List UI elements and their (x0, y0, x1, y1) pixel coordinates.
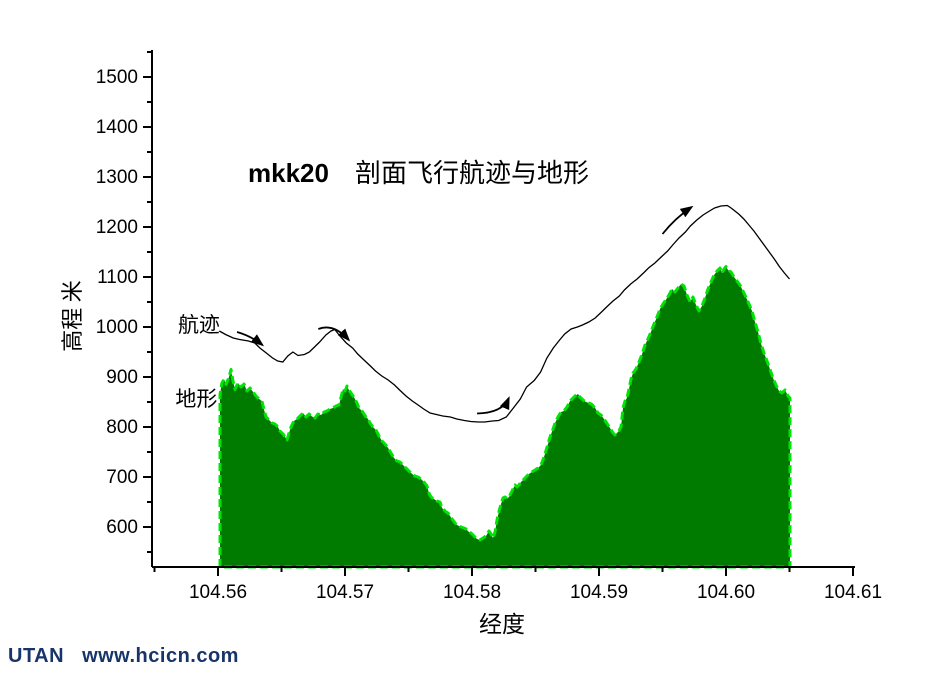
x-tick-label: 104.59 (570, 582, 628, 603)
y-tick-label: 1300 (96, 167, 138, 188)
y-tick-label: 1400 (96, 117, 138, 138)
y-tick-label: 1100 (97, 267, 138, 288)
x-tick-label: 104.57 (316, 582, 374, 603)
y-tick-label: 900 (106, 367, 138, 388)
chart-title: mkk20 剖面飞行航迹与地形 (248, 153, 589, 190)
flight-direction-arrow (661, 205, 694, 235)
terrain-area (218, 265, 792, 569)
y-axis-title: 高程 米 (60, 280, 85, 352)
chart-title-id: mkk20 (248, 158, 329, 188)
x-tick-label: 104.60 (697, 582, 755, 603)
y-tick-label: 1200 (96, 217, 138, 238)
x-tick-label: 104.61 (824, 582, 882, 603)
x-tick-label: 104.56 (189, 582, 247, 603)
y-tick-label: 1000 (96, 317, 138, 338)
watermark: UTAN www.hcicn.com (8, 645, 257, 668)
y-tick-label: 800 (106, 417, 138, 438)
y-tick-label: 600 (106, 517, 138, 538)
series-label-terrain: 地形 (175, 388, 217, 411)
chart-title-text: 剖面飞行航迹与地形 (354, 159, 589, 188)
flight-track-line (218, 204, 790, 423)
y-tick-label: 1500 (96, 67, 138, 88)
flight-direction-arrow (318, 326, 351, 342)
watermark-brand: UTAN (8, 645, 65, 667)
flight-direction-arrow (236, 331, 265, 347)
y-tick-label: 700 (106, 467, 138, 488)
flight-direction-arrow (477, 396, 510, 415)
series-label-flight-track: 航迹 (178, 314, 220, 337)
x-axis-title: 经度 (479, 612, 525, 637)
x-tick-label: 104.58 (443, 582, 501, 603)
axes (143, 50, 855, 576)
watermark-url: www.hcicn.com (82, 645, 239, 667)
